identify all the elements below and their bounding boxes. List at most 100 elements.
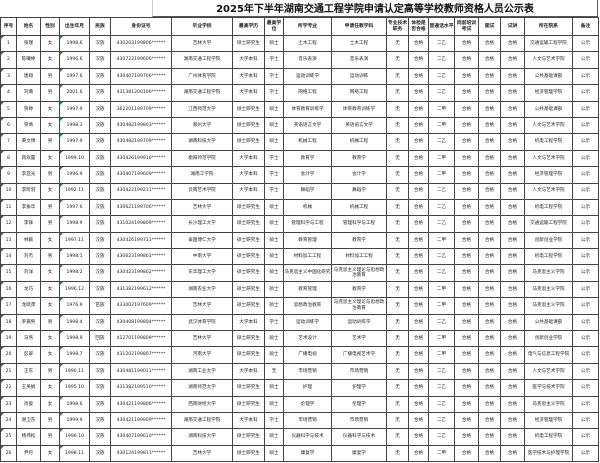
cell[interactable]: 公示 <box>572 133 599 151</box>
cell[interactable]: 女 <box>40 264 60 282</box>
cell[interactable]: 合格 <box>454 34 479 53</box>
cell[interactable]: 合格 <box>478 133 501 151</box>
cell[interactable]: 学士 <box>264 51 284 69</box>
cell[interactable]: 人文与艺术学院 <box>524 149 573 168</box>
cell[interactable]: 合格 <box>408 395 429 413</box>
cell[interactable]: 公示 <box>572 379 599 397</box>
cell[interactable]: 汉族 <box>89 198 111 217</box>
cell[interactable]: 合格 <box>454 67 479 86</box>
cell[interactable]: 硕士研究生 <box>232 297 265 315</box>
cell[interactable]: 硕士研究生 <box>232 428 265 446</box>
cell[interactable]: 17 <box>0 297 17 315</box>
column-header[interactable]: 专业技术职务 <box>386 17 409 36</box>
column-header[interactable]: 岗前培训考试 <box>454 17 479 36</box>
cell[interactable]: 无 <box>386 215 409 233</box>
cell[interactable]: 马克思主义学院 <box>524 297 573 315</box>
cell[interactable]: 合格 <box>408 116 429 135</box>
cell[interactable]: 网络工程 <box>331 84 387 102</box>
cell[interactable]: 二甲 <box>428 297 455 315</box>
cell[interactable]: 430408199804****** <box>110 313 172 332</box>
cell[interactable]: 湖南交通工程学院 <box>171 51 233 69</box>
cell[interactable]: 学士 <box>264 149 284 168</box>
cell[interactable]: 430426199711****** <box>110 231 172 250</box>
cell[interactable]: 1998.6 <box>59 34 90 53</box>
cell[interactable]: 管理科学与工程 <box>283 215 332 233</box>
cell[interactable]: 男 <box>40 84 60 102</box>
cell[interactable]: 二甲 <box>428 330 455 348</box>
cell[interactable]: 1995.10 <box>59 379 90 397</box>
cell[interactable]: 女 <box>40 444 60 463</box>
cell[interactable]: 合格 <box>454 198 479 217</box>
cell[interactable]: 430421199909****** <box>110 411 172 430</box>
cell[interactable]: 合格 <box>500 182 525 200</box>
cell[interactable]: 女 <box>40 34 60 53</box>
cell[interactable]: 1 <box>0 34 17 53</box>
cell[interactable]: 男 <box>40 411 60 430</box>
cell[interactable]: 人文与艺术学院 <box>524 116 573 135</box>
cell[interactable]: 湖南交通工程学院 <box>171 84 233 102</box>
cell[interactable]: 汉族 <box>89 346 111 364</box>
cell[interactable]: 合格 <box>408 231 429 250</box>
cell[interactable]: 二甲 <box>428 444 455 463</box>
cell[interactable]: 汉族 <box>89 362 111 381</box>
cell[interactable]: 5 <box>0 100 17 118</box>
cell[interactable]: 机械 <box>283 198 332 217</box>
cell[interactable]: 运动训练 <box>331 67 387 86</box>
cell[interactable]: 二乙 <box>428 51 455 69</box>
column-header[interactable]: 民族 <box>89 17 111 36</box>
cell[interactable]: 林颖 <box>16 231 41 250</box>
cell[interactable]: 女 <box>40 116 60 135</box>
cell[interactable]: 会计学 <box>331 166 387 184</box>
cell[interactable]: 无 <box>386 313 409 332</box>
cell[interactable]: 泰国博仁大学 <box>171 231 233 250</box>
cell[interactable]: 无 <box>386 149 409 168</box>
cell[interactable]: 合格 <box>408 215 429 233</box>
cell[interactable]: 男 <box>40 313 60 332</box>
cell[interactable]: 1996.10 <box>59 428 90 446</box>
cell[interactable]: 东华理工大学 <box>171 264 233 282</box>
cell[interactable]: 无 <box>386 444 409 463</box>
cell[interactable]: 430482199709****** <box>110 133 172 151</box>
cell[interactable]: 硕士 <box>264 395 284 413</box>
cell[interactable]: 二乙 <box>428 84 455 102</box>
cell[interactable]: 学士 <box>264 67 284 86</box>
cell[interactable]: 430407199706****** <box>110 67 172 86</box>
cell[interactable]: 18 <box>0 313 17 332</box>
cell[interactable]: 430426199910****** <box>110 149 172 168</box>
cell[interactable]: 合格 <box>454 84 479 102</box>
column-header[interactable]: 序号 <box>0 17 17 36</box>
cell[interactable]: 硕士研究生 <box>232 248 265 266</box>
cell[interactable]: 广州体育学院 <box>171 67 233 86</box>
cell[interactable]: 河南大学 <box>171 346 233 364</box>
cell[interactable]: 430124199811****** <box>110 444 172 463</box>
cell[interactable]: 吉林大学 <box>171 330 233 348</box>
cell[interactable]: 吉林大学 <box>171 34 233 53</box>
cell[interactable]: 汉族 <box>89 215 111 233</box>
cell[interactable]: 无 <box>386 346 409 364</box>
cell[interactable]: 合格 <box>500 395 525 413</box>
cell[interactable]: 二乙 <box>428 248 455 266</box>
cell[interactable]: 合格 <box>408 313 429 332</box>
cell[interactable]: 25 <box>0 428 17 446</box>
cell[interactable]: 男 <box>40 362 60 381</box>
cell[interactable]: 男 <box>40 248 60 266</box>
cell[interactable]: 无 <box>386 67 409 86</box>
cell[interactable]: 433002197609****** <box>110 297 172 315</box>
cell[interactable]: 机械工程 <box>283 133 332 151</box>
cell[interactable]: 女 <box>40 395 60 413</box>
cell[interactable]: 汉族 <box>89 379 111 397</box>
cell[interactable]: 合格 <box>478 330 501 348</box>
cell[interactable]: 合格 <box>478 182 501 200</box>
cell[interactable]: 郑州大学 <box>171 116 233 135</box>
cell[interactable]: 硕士 <box>264 248 284 266</box>
cell[interactable]: 护理 <box>283 379 332 397</box>
cell[interactable]: 1998.4 <box>59 313 90 332</box>
cell[interactable]: 无 <box>386 379 409 397</box>
cell[interactable]: 英语语言文学 <box>283 116 332 135</box>
column-header[interactable]: 所在院系 <box>524 17 573 36</box>
cell[interactable]: 教育学 <box>331 231 387 250</box>
cell[interactable]: 1999.10 <box>59 149 90 168</box>
cell[interactable]: 合格 <box>500 428 525 446</box>
cell[interactable]: 合格 <box>500 84 525 102</box>
cell[interactable]: 经济管理学院 <box>524 84 573 102</box>
